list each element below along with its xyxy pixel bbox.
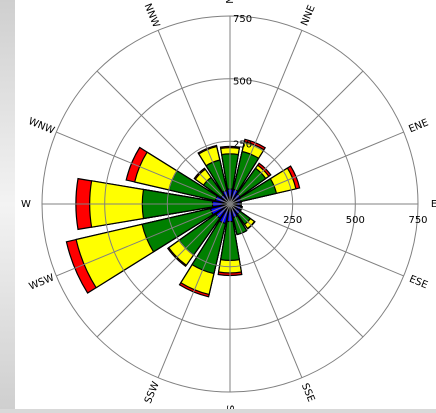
spoke-ene (229, 131, 404, 205)
radial-label-east-500: 500 (346, 215, 365, 226)
direction-label-ene: ENE (407, 117, 430, 135)
spoke-se (229, 203, 364, 338)
spoke-ne (229, 70, 364, 205)
spoke-ese (229, 203, 404, 277)
spoke-nw (96, 70, 231, 205)
radial-label-east-250: 250 (283, 215, 302, 226)
radial-label-north-250: 250 (233, 139, 252, 150)
direction-label-ese: ESE (407, 274, 429, 291)
direction-label-nne: NNE (299, 4, 317, 28)
left-border-panel (0, 0, 15, 409)
direction-label-wnw: WNW (27, 116, 56, 137)
spoke-nne (229, 30, 303, 205)
spoke-sw (96, 203, 231, 338)
direction-label-sse: SSE (299, 382, 316, 404)
spoke-wsw (56, 203, 231, 277)
plot-area: N NNE ENE E ESE SSE S SSW WSW W WNW NNW 250 250 500 500… (15, 0, 436, 411)
spoke-nnw (157, 30, 231, 205)
direction-label-ssw: SSW (143, 380, 162, 405)
direction-label-w: W (21, 199, 31, 210)
wind-rose-chart: N NNE ENE E ESE SSE S SSW WSW W WNW NNW 250 250 500 500… (21, 0, 436, 411)
direction-label-e: E (431, 199, 436, 210)
spoke-sse (229, 203, 303, 378)
radial-label-north-750: 750 (233, 14, 252, 25)
radial-label-east-750: 750 (408, 215, 427, 226)
direction-label-n: N (225, 0, 236, 4)
direction-label-s: S (224, 405, 235, 409)
grid-layer (41, 15, 419, 393)
spoke-wnw (56, 131, 231, 205)
radial-label-north-500: 500 (233, 77, 252, 88)
spoke-ssw (157, 203, 231, 378)
direction-label-wsw: WSW (28, 272, 56, 292)
direction-label-nnw: NNW (142, 2, 162, 29)
